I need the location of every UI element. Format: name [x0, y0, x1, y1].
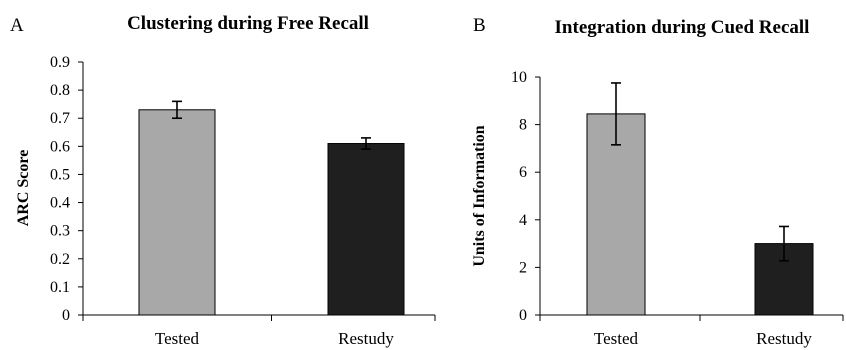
- y-tick-label-b: 4: [519, 212, 527, 229]
- y-tick-label-b: 0: [519, 307, 527, 324]
- y-tick-label-a: 0.5: [50, 166, 70, 183]
- x-category-label-b: Tested: [594, 329, 639, 348]
- chart-title-b: Integration during Cued Recall: [555, 17, 810, 38]
- y-tick-label-a: 0.8: [50, 82, 70, 99]
- y-tick-label-a: 0.3: [50, 223, 70, 240]
- y-tick-label-b: 6: [519, 164, 527, 181]
- chart-panel-a: A Clustering during Free Recall ARC Scor…: [10, 13, 436, 348]
- y-tick-label-b: 2: [519, 259, 527, 276]
- y-axis-label-a: ARC Score: [15, 150, 32, 227]
- y-tick-label-a: 0.1: [50, 279, 70, 296]
- y-tick-label-a: 0.7: [50, 110, 70, 127]
- panel-letter-a: A: [10, 15, 24, 36]
- panel-letter-b: B: [473, 15, 486, 36]
- y-tick-label-a: 0.9: [50, 54, 70, 71]
- x-category-label-a: Restudy: [338, 329, 394, 348]
- chart-title-a: Clustering during Free Recall: [127, 13, 369, 34]
- y-tick-label-a: 0: [62, 307, 70, 324]
- y-axis-label-b: Units of Information: [471, 125, 488, 266]
- bar-tested-a: [138, 109, 216, 316]
- y-tick-label-a: 0.4: [50, 195, 70, 212]
- y-tick-label-a: 0.6: [50, 138, 70, 155]
- y-tick-label-a: 0.2: [50, 251, 70, 268]
- chart-panel-b: B Integration during Cued Recall Units o…: [471, 15, 844, 348]
- y-tick-label-b: 8: [519, 117, 527, 134]
- x-category-label-a: Tested: [155, 329, 200, 348]
- y-tick-label-b: 10: [511, 69, 527, 86]
- bar-tested-b: [586, 113, 646, 316]
- bar-restudy-a: [327, 143, 405, 316]
- x-category-label-b: Restudy: [756, 329, 812, 348]
